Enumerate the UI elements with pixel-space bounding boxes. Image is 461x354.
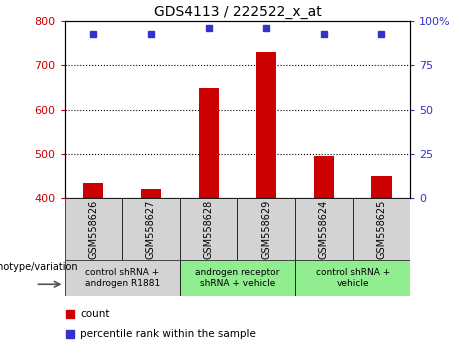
FancyBboxPatch shape — [180, 260, 295, 296]
Bar — [372, 176, 391, 198]
FancyBboxPatch shape — [180, 198, 237, 260]
Text: genotype/variation: genotype/variation — [0, 262, 78, 272]
Bar — [199, 88, 219, 198]
Title: GDS4113 / 222522_x_at: GDS4113 / 222522_x_at — [154, 5, 321, 19]
Text: GSM558625: GSM558625 — [377, 200, 386, 259]
FancyBboxPatch shape — [237, 198, 295, 260]
Text: control shRNA +
androgen R1881: control shRNA + androgen R1881 — [84, 268, 160, 287]
Text: androgen receptor
shRNA + vehicle: androgen receptor shRNA + vehicle — [195, 268, 280, 287]
Text: GSM558628: GSM558628 — [204, 200, 213, 259]
Text: GSM558627: GSM558627 — [146, 200, 156, 259]
Text: percentile rank within the sample: percentile rank within the sample — [80, 329, 256, 339]
FancyBboxPatch shape — [295, 198, 353, 260]
Text: GSM558626: GSM558626 — [89, 200, 98, 259]
Text: control shRNA +
vehicle: control shRNA + vehicle — [315, 268, 390, 287]
FancyBboxPatch shape — [295, 260, 410, 296]
Bar — [141, 189, 161, 198]
FancyBboxPatch shape — [65, 198, 122, 260]
Bar — [83, 183, 103, 198]
FancyBboxPatch shape — [65, 260, 180, 296]
Bar — [256, 52, 276, 198]
Text: GSM558629: GSM558629 — [261, 200, 271, 259]
Text: GSM558624: GSM558624 — [319, 200, 329, 259]
FancyBboxPatch shape — [122, 198, 180, 260]
Bar — [314, 156, 334, 198]
Text: count: count — [80, 309, 110, 319]
FancyBboxPatch shape — [353, 198, 410, 260]
